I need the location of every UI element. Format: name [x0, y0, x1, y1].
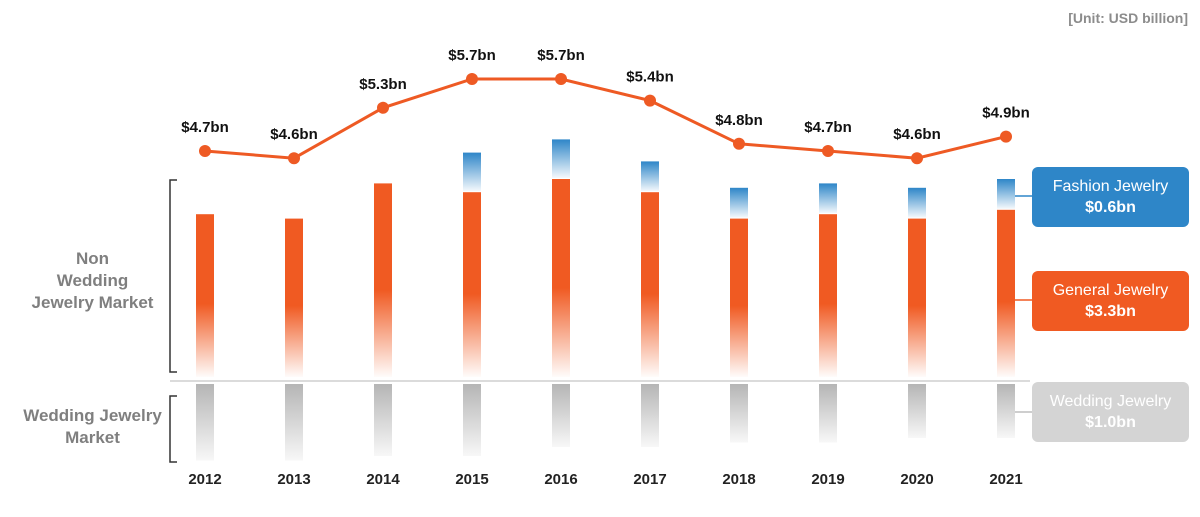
- fashion-bar-2016: [552, 139, 570, 178]
- x-tick-label-2014: 2014: [366, 471, 400, 488]
- x-tick-label-2015: 2015: [455, 471, 488, 488]
- general-bar-2012: [196, 214, 214, 377]
- labels-layer: 2012 2013 2014 2015 2016 2017 2018 2019 2020 2021…: [181, 47, 1030, 488]
- wedding-label-line-1: Wedding Jewelry: [23, 406, 162, 425]
- total-point-2012: [199, 145, 211, 157]
- total-data-label-2020: $4.6bn: [893, 126, 941, 143]
- x-tick-label-2021: 2021: [989, 471, 1022, 488]
- wedding-segment-label: Wedding Jewelry Market: [10, 405, 175, 449]
- x-tick-label-2016: 2016: [544, 471, 577, 488]
- general-bar-2019: [819, 214, 837, 377]
- wedding-bar-2017: [641, 384, 659, 447]
- total-data-label-2019: $4.7bn: [804, 119, 852, 136]
- non-wedding-label-line-1: Non: [75, 249, 110, 268]
- total-point-2021: [1000, 130, 1012, 143]
- legend-general-jewelry: General Jewelry $3.3bn: [1032, 271, 1189, 331]
- total-point-2018: [733, 137, 745, 150]
- total-point-2020: [911, 152, 923, 165]
- wedding-bar-2018: [730, 384, 748, 443]
- total-point-2013: [288, 152, 300, 165]
- fashion-bar-2015: [463, 152, 481, 192]
- wedding-label-line-2: Market: [65, 428, 120, 447]
- general-bar-2018: [730, 218, 748, 377]
- legend-wedding-name: Wedding Jewelry: [1049, 393, 1172, 410]
- wedding-bar-2020: [908, 384, 926, 438]
- bars-layer: [196, 139, 1015, 461]
- total-data-label-2018: $4.8bn: [715, 112, 763, 129]
- total-data-label-2016: $5.7bn: [537, 47, 585, 64]
- general-bar-2014: [374, 183, 392, 377]
- x-tick-label-2018: 2018: [722, 471, 755, 488]
- wedding-bar-2015: [463, 384, 481, 456]
- total-point-2016: [555, 73, 567, 85]
- x-tick-label-2012: 2012: [188, 471, 221, 488]
- x-tick-label-2019: 2019: [811, 471, 844, 488]
- legend-general-value: $3.3bn: [1085, 303, 1136, 320]
- wedding-bar-2016: [552, 384, 570, 447]
- legend-general-name: General Jewelry: [1052, 282, 1169, 299]
- total-point-2019: [822, 145, 834, 157]
- total-point-2014: [377, 101, 389, 114]
- total-data-label-2021: $4.9bn: [982, 105, 1030, 122]
- fashion-bar-2017: [641, 161, 659, 192]
- general-bar-2020: [908, 218, 926, 377]
- total-data-label-2015: $5.7bn: [448, 47, 496, 64]
- legend-fashion-value: $0.6bn: [1085, 199, 1136, 216]
- wedding-bar-2019: [819, 384, 837, 443]
- legend-fashion-jewelry: Fashion Jewelry $0.6bn: [1032, 167, 1189, 227]
- total-data-label-2017: $5.4bn: [626, 69, 674, 86]
- wedding-bracket: [169, 395, 177, 463]
- non-wedding-segment-label: Non Wedding Jewelry Market: [10, 248, 175, 314]
- legend-wedding-value: $1.0bn: [1085, 414, 1136, 431]
- total-line-layer: [199, 73, 1012, 165]
- total-point-2017: [644, 94, 656, 107]
- fashion-bar-2021: [997, 179, 1015, 209]
- general-bar-2021: [997, 209, 1015, 377]
- total-data-label-2012: $4.7bn: [181, 119, 229, 136]
- general-bar-2013: [285, 218, 303, 377]
- non-wedding-bracket: [169, 179, 177, 373]
- general-bar-2017: [641, 192, 659, 377]
- fashion-bar-2018: [730, 187, 748, 218]
- legend-wedding-jewelry: Wedding Jewelry $1.0bn: [1032, 382, 1189, 442]
- legend-fashion-name: Fashion Jewelry: [1052, 178, 1169, 195]
- x-tick-label-2017: 2017: [633, 471, 666, 488]
- wedding-bar-2021: [997, 384, 1015, 438]
- total-data-label-2014: $5.3bn: [359, 76, 407, 93]
- general-bar-2015: [463, 192, 481, 377]
- wedding-bar-2014: [374, 384, 392, 456]
- x-tick-label-2020: 2020: [900, 471, 933, 488]
- general-bar-2016: [552, 179, 570, 377]
- unit-label: [Unit: USD billion]: [1068, 10, 1188, 26]
- non-wedding-label-line-3: Jewelry Market: [31, 293, 154, 312]
- fashion-bar-2020: [908, 187, 926, 218]
- wedding-bar-2013: [285, 384, 303, 461]
- non-wedding-label-line-2: Wedding: [56, 271, 129, 290]
- wedding-bar-2012: [196, 384, 214, 461]
- fashion-bar-2019: [819, 183, 837, 214]
- total-market-line: [204, 77, 1007, 160]
- x-tick-label-2013: 2013: [277, 471, 310, 488]
- total-point-2015: [466, 73, 478, 85]
- total-data-label-2013: $4.6bn: [270, 126, 318, 143]
